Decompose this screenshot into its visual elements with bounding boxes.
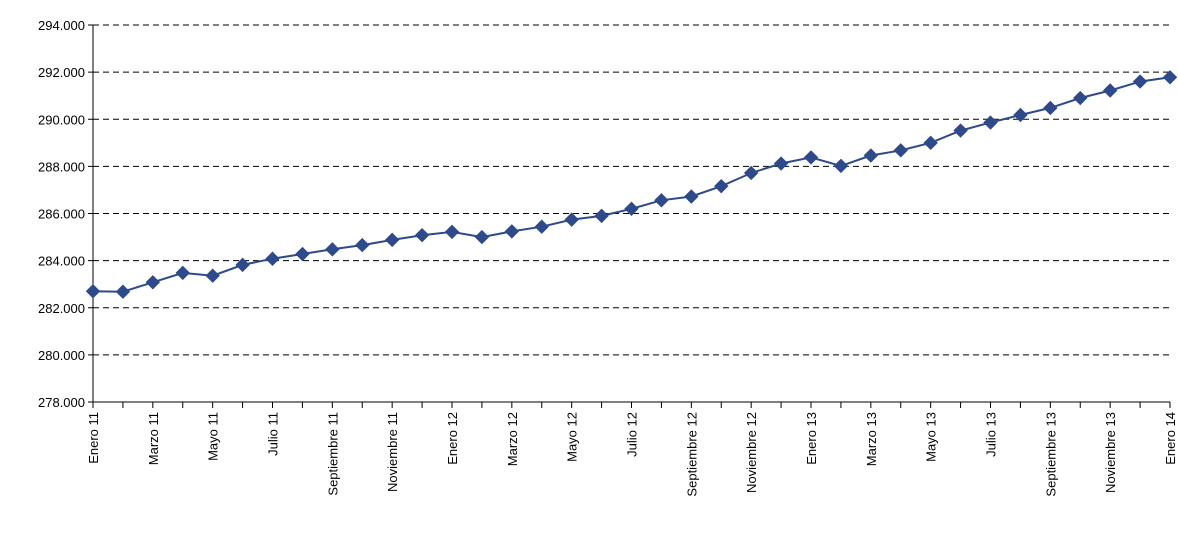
- data-point-marker: [504, 224, 520, 239]
- x-tick-label: Marzo 11: [146, 412, 161, 465]
- data-point-marker: [265, 251, 280, 266]
- data-point-marker: [983, 115, 998, 130]
- data-point-marker: [355, 237, 370, 253]
- x-tick-label: Enero 13: [804, 412, 819, 465]
- y-tick-label: 284.000: [38, 254, 85, 269]
- x-tick-label: Septiembre 12: [684, 412, 699, 497]
- data-point-marker: [833, 158, 849, 174]
- data-point-marker: [85, 284, 101, 299]
- x-tick-label: Marzo 13: [864, 412, 879, 466]
- data-point-marker: [654, 193, 669, 208]
- y-tick-label: 278.000: [38, 395, 85, 410]
- data-point-marker: [743, 165, 759, 181]
- x-tick-label: Mayo 13: [924, 412, 939, 462]
- y-tick-label: 286.000: [38, 207, 85, 222]
- data-markers: [85, 70, 1178, 299]
- data-point-marker: [1013, 107, 1028, 123]
- data-point-marker: [1073, 90, 1088, 106]
- data-point-marker: [684, 189, 699, 204]
- data-point-marker: [714, 178, 729, 194]
- x-tick-label: Noviembre 12: [744, 412, 759, 493]
- data-point-marker: [1102, 83, 1118, 98]
- x-tick-label: Enero 14: [1163, 412, 1178, 465]
- series-line: [92, 76, 1171, 293]
- data-point-marker: [624, 201, 639, 216]
- data-point-marker: [893, 143, 908, 158]
- x-tick-label: Enero 12: [445, 412, 460, 465]
- x-tick-label: Mayo 12: [565, 412, 580, 462]
- y-tick-label: 294.000: [38, 18, 85, 33]
- data-point-marker: [773, 156, 789, 171]
- x-tick-label: Enero 11: [86, 412, 101, 464]
- y-tick-label: 288.000: [38, 159, 85, 174]
- data-point-marker: [1162, 70, 1178, 85]
- gridlines: [93, 24, 1170, 356]
- series-line-path: [92, 76, 1171, 293]
- x-tick-label: Julio 13: [984, 412, 999, 457]
- x-tick-label: Septiembre 13: [1043, 412, 1058, 497]
- y-tick-label: 282.000: [38, 301, 85, 316]
- x-axis-tick-labels: Enero 11 Marzo 11 Mayo 11 Julio 11 Septiembr…: [86, 412, 1178, 497]
- x-tick-label: Septiembre 11: [325, 412, 340, 496]
- data-point-marker: [235, 257, 250, 273]
- x-tick-label: Marzo 12: [505, 412, 520, 466]
- data-point-marker: [923, 135, 938, 151]
- data-point-marker: [295, 246, 310, 262]
- x-tick-label: Julio 12: [625, 412, 640, 457]
- data-point-marker: [863, 148, 879, 163]
- y-axis-tick-labels: 278.000 280.000 282.000 284.000 286.000 288.0…: [38, 18, 85, 410]
- x-tick-label: Julio 11: [266, 412, 281, 456]
- data-point-marker: [205, 268, 220, 283]
- data-point-marker: [474, 229, 490, 245]
- data-point-marker: [953, 123, 968, 138]
- data-point-marker: [414, 227, 430, 243]
- data-point-marker: [564, 212, 579, 227]
- data-point-marker: [145, 275, 161, 290]
- data-point-marker: [384, 232, 400, 248]
- x-tick-label: Mayo 11: [206, 412, 221, 461]
- data-point-marker: [803, 150, 819, 165]
- data-point-marker: [444, 224, 460, 240]
- y-tick-label: 292.000: [38, 65, 85, 80]
- data-point-marker: [594, 208, 609, 224]
- y-tick-label: 290.000: [38, 112, 85, 127]
- x-tick-label: Noviembre 11: [385, 412, 400, 492]
- data-point-marker: [1043, 100, 1058, 116]
- data-point-marker: [115, 284, 131, 299]
- y-tick-label: 280.000: [38, 348, 85, 363]
- data-point-marker: [534, 219, 549, 234]
- data-point-marker: [325, 242, 340, 257]
- data-point-marker: [175, 265, 190, 281]
- axes: [88, 24, 1171, 408]
- data-point-marker: [1132, 74, 1148, 89]
- x-tick-label: Noviembre 13: [1103, 412, 1118, 493]
